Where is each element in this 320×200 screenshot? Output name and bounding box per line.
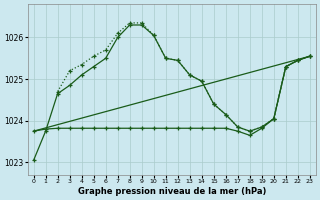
X-axis label: Graphe pression niveau de la mer (hPa): Graphe pression niveau de la mer (hPa) bbox=[77, 187, 266, 196]
